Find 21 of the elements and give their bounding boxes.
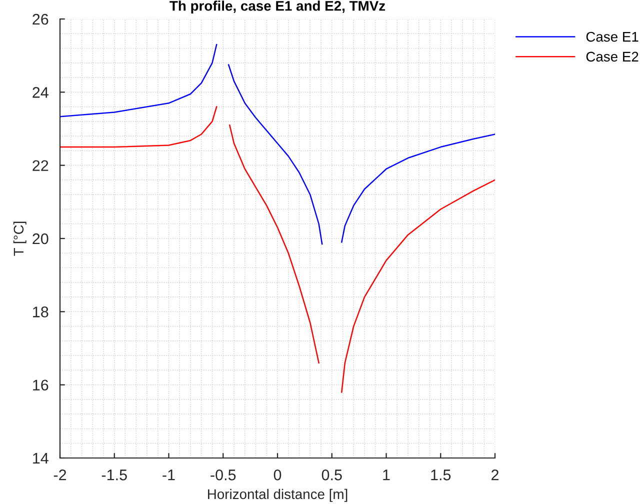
x-tick-label: -0.5 [210,470,236,480]
x-tick-label: 2 [492,470,498,480]
y-axis-title: T [°C] [13,222,26,256]
y-tick-label: 16 [33,380,48,391]
x-tick-label: -2 [54,470,66,480]
y-tick-label: 14 [33,453,48,464]
chart-title: Th profile, case E1 and E2, TMVz [170,0,386,14]
x-tick-label: 0.5 [322,470,342,480]
y-tick-label: 22 [32,160,48,171]
x-tick-label: -1 [162,470,175,480]
x-tick-label: 1 [383,470,390,480]
y-tick-label: 26 [32,14,48,25]
y-tick-label: 18 [33,306,48,318]
x-axis-title: Horizontal distance [m] [208,488,348,502]
legend-label: Case E1 [586,32,638,42]
x-tick-label: 1.5 [431,470,451,480]
y-tick-label: 20 [32,233,48,244]
y-tick-label: 24 [32,87,48,98]
x-tick-label: 0 [274,470,282,480]
legend-label: Case E2 [586,52,638,62]
x-tick-label: -1.5 [102,470,127,480]
